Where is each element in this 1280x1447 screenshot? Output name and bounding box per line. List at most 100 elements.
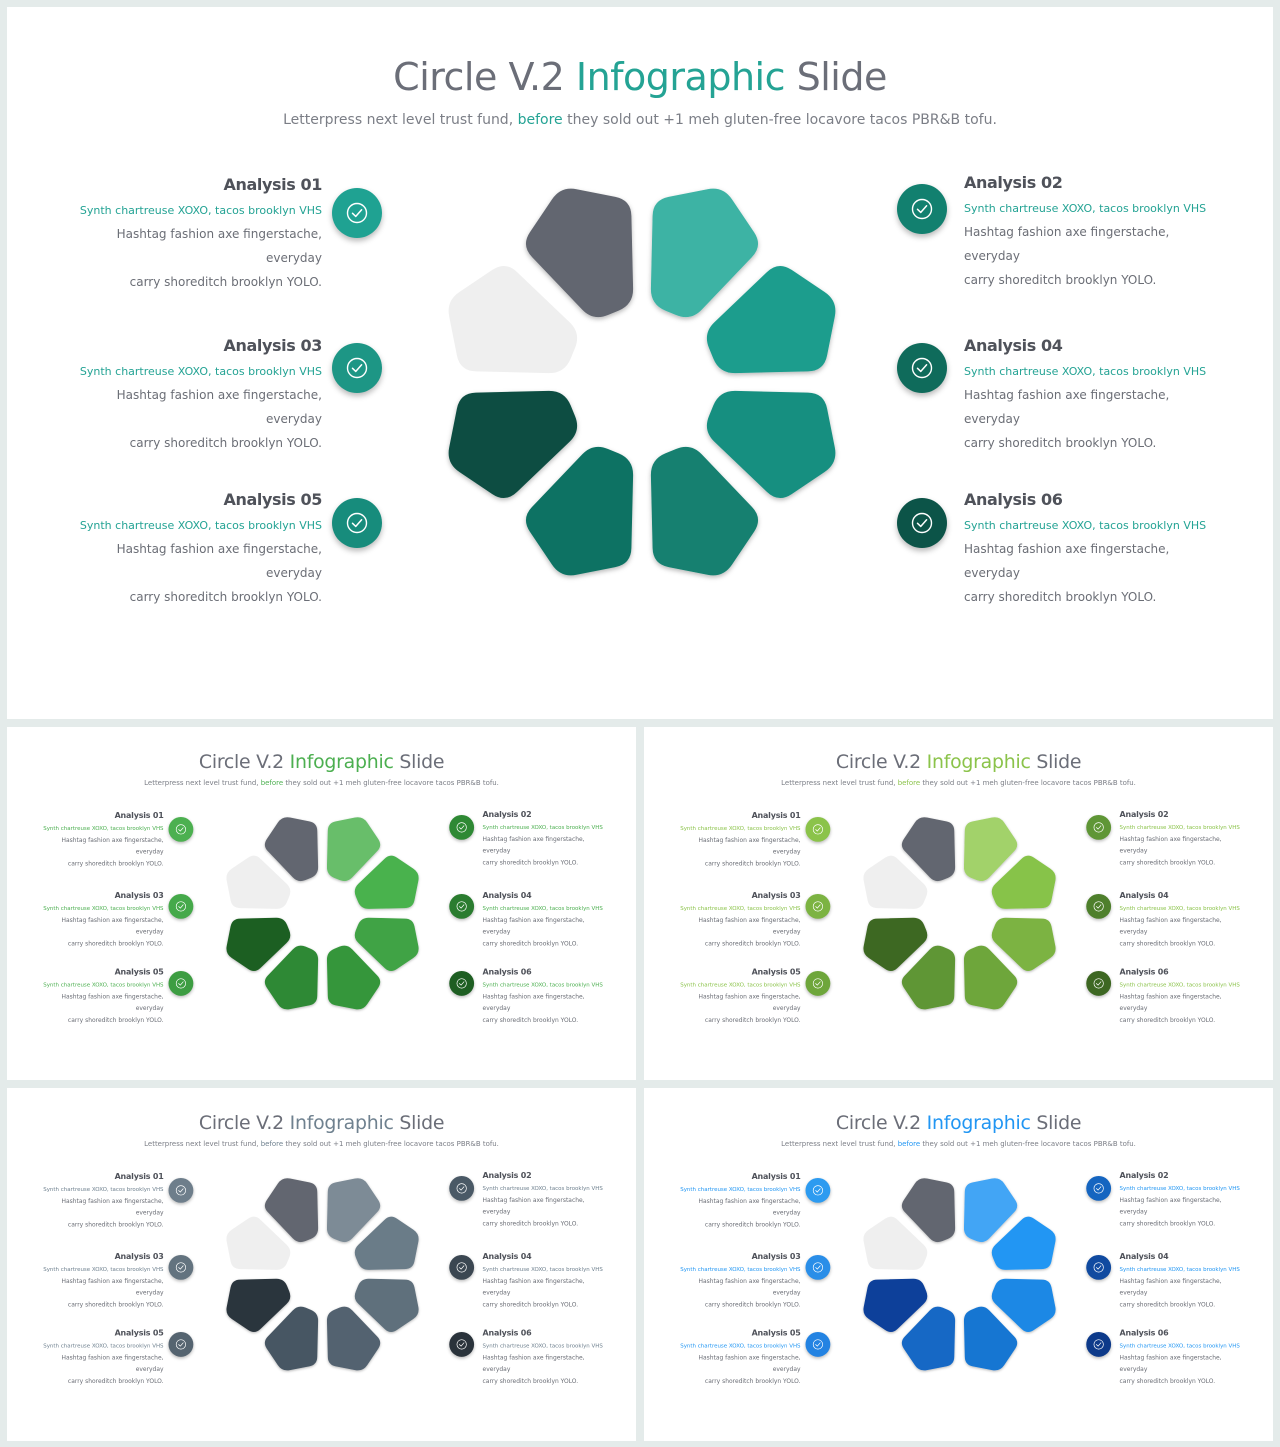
analysis-accent: Synth chartreuse XOXO, tacos brooklyn VH… — [680, 1265, 801, 1273]
check-circle-icon — [449, 970, 475, 996]
check-circle-icon — [168, 816, 194, 842]
analysis-body: Hashtag fashion axe fingerstache, everyd… — [698, 1353, 801, 1385]
check-circle-icon — [332, 188, 382, 238]
analysis-04: Analysis 04 Synth chartreuse XOXO, tacos… — [1120, 1251, 1249, 1310]
analysis-accent: Synth chartreuse XOXO, tacos brooklyn VH… — [482, 1184, 603, 1192]
analysis-accent: Synth chartreuse XOXO, tacos brooklyn VH… — [964, 365, 1207, 378]
subtitle-after: they sold out +1 meh gluten-free locavor… — [285, 779, 499, 788]
analysis-accent: Synth chartreuse XOXO, tacos brooklyn VH… — [964, 202, 1207, 215]
analysis-accent: Synth chartreuse XOXO, tacos brooklyn VH… — [1119, 904, 1240, 912]
slide-content: Circle V.2 Infographic Slide Letterpress… — [7, 727, 636, 1080]
check-circle-icon — [1086, 814, 1112, 840]
analysis-body: Hashtag fashion axe fingerstache, everyd… — [698, 1197, 801, 1229]
slide-title: Circle V.2 Infographic Slide — [7, 55, 1273, 99]
subtitle-before: Letterpress next level trust fund, — [781, 779, 896, 788]
slide-subtitle: Letterpress next level trust fund, befor… — [7, 112, 1273, 128]
analysis-heading: Analysis 06 — [964, 490, 1063, 509]
analysis-heading: Analysis 05 — [751, 1328, 801, 1338]
analysis-body: Hashtag fashion axe fingerstache, everyd… — [482, 1277, 585, 1309]
analysis-accent: Synth chartreuse XOXO, tacos brooklyn VH… — [79, 365, 322, 378]
analysis-accent: Synth chartreuse XOXO, tacos brooklyn VH… — [482, 904, 603, 912]
analysis-body: Hashtag fashion axe fingerstache, everyd… — [1119, 1277, 1222, 1309]
check-circle-icon — [168, 1177, 194, 1203]
analysis-accent: Synth chartreuse XOXO, tacos brooklyn VH… — [43, 1342, 164, 1349]
check-circle-icon — [805, 1331, 831, 1357]
check-circle-icon — [897, 343, 947, 393]
analysis-accent: Synth chartreuse XOXO, tacos brooklyn VH… — [482, 1265, 603, 1273]
subtitle-highlight: before — [897, 779, 921, 788]
analysis-heading: Analysis 04 — [964, 336, 1063, 355]
ring-segment-6 — [226, 917, 291, 972]
ring-segment-8 — [264, 817, 319, 882]
analysis-accent: Synth chartreuse XOXO, tacos brooklyn VH… — [1119, 981, 1240, 988]
subtitle-highlight: before — [517, 112, 563, 128]
analysis-heading: Analysis 05 — [223, 490, 323, 509]
analysis-01: Analysis 01 Synth chartreuse XOXO, tacos… — [62, 175, 322, 294]
check-circle-icon — [332, 498, 382, 548]
analysis-accent: Synth chartreuse XOXO, tacos brooklyn VH… — [43, 904, 164, 912]
analysis-body: Hashtag fashion axe fingerstache, everyd… — [482, 1353, 585, 1385]
ring-segment-1 — [326, 817, 381, 882]
check-circle-icon — [805, 893, 831, 919]
check-circle-icon — [805, 1177, 831, 1203]
slide-content: Circle V.2 Infographic Slide Letterpress… — [644, 1088, 1273, 1441]
ring-segment-5 — [264, 1306, 319, 1371]
analysis-heading: Analysis 01 — [223, 175, 323, 194]
analysis-heading: Analysis 02 — [482, 1170, 532, 1180]
subtitle-after: they sold out +1 meh gluten-free locavor… — [922, 779, 1136, 788]
check-circle-icon — [449, 1175, 475, 1201]
slide-subtitle: Letterpress next level trust fund, befor… — [644, 779, 1273, 787]
analysis-06: Analysis 06 Synth chartreuse XOXO, tacos… — [1120, 967, 1249, 1026]
slide-content: Circle V.2 Infographic Slide Letterpress… — [7, 1088, 636, 1441]
analysis-body: Hashtag fashion axe fingerstache, everyd… — [482, 992, 585, 1024]
ring-segment-2 — [706, 265, 836, 374]
ring-segment-4 — [326, 945, 381, 1010]
analysis-accent: Synth chartreuse XOXO, tacos brooklyn VH… — [79, 519, 322, 532]
analysis-heading: Analysis 04 — [482, 890, 532, 900]
analysis-accent: Synth chartreuse XOXO, tacos brooklyn VH… — [680, 824, 801, 832]
ring-segment-7 — [226, 1216, 291, 1270]
analysis-accent: Synth chartreuse XOXO, tacos brooklyn VH… — [680, 904, 801, 912]
check-circle-icon — [1086, 970, 1112, 996]
analysis-accent: Synth chartreuse XOXO, tacos brooklyn VH… — [964, 519, 1207, 532]
check-circle-icon — [449, 1254, 475, 1280]
analysis-heading: Analysis 05 — [114, 1328, 164, 1338]
check-circle-icon — [1086, 1175, 1112, 1201]
analysis-body: Hashtag fashion axe fingerstache, everyd… — [964, 388, 1170, 450]
analysis-heading: Analysis 03 — [114, 890, 164, 900]
check-circle-icon — [805, 1254, 831, 1280]
subtitle-after: they sold out +1 meh gluten-free locavor… — [567, 112, 997, 128]
analysis-05: Analysis 05 Synth chartreuse XOXO, tacos… — [62, 490, 322, 609]
ring-segment-3 — [354, 1278, 419, 1333]
ring-segment-2 — [354, 855, 419, 909]
ring-segment-7 — [226, 855, 291, 909]
ring-segment-1 — [326, 1178, 381, 1243]
ring-segment-1 — [963, 817, 1018, 882]
analysis-accent: Synth chartreuse XOXO, tacos brooklyn VH… — [43, 1185, 164, 1193]
ring-segment-8 — [264, 1178, 319, 1243]
analysis-heading: Analysis 06 — [482, 1328, 532, 1338]
analysis-heading: Analysis 03 — [223, 336, 323, 355]
analysis-06: Analysis 06 Synth chartreuse XOXO, tacos… — [964, 490, 1224, 609]
analysis-01: Analysis 01 Synth chartreuse XOXO, tacos… — [34, 1171, 163, 1230]
analysis-body: Hashtag fashion axe fingerstache, everyd… — [61, 916, 164, 948]
analysis-body: Hashtag fashion axe fingerstache, everyd… — [964, 542, 1170, 604]
title-part-3: Slide — [399, 1111, 445, 1134]
octagon-ring-diagram — [226, 817, 419, 1010]
slide-subtitle: Letterpress next level trust fund, befor… — [644, 1140, 1273, 1148]
ring-segment-8 — [525, 188, 634, 318]
analysis-accent: Synth chartreuse XOXO, tacos brooklyn VH… — [79, 204, 322, 217]
analysis-05: Analysis 05 Synth chartreuse XOXO, tacos… — [671, 1328, 800, 1387]
title-part-1: Circle V.2 — [198, 1111, 284, 1134]
analysis-body: Hashtag fashion axe fingerstache, everyd… — [116, 542, 322, 604]
analysis-03: Analysis 03 Synth chartreuse XOXO, tacos… — [62, 336, 322, 455]
ring-segment-5 — [264, 945, 319, 1010]
analysis-heading: Analysis 02 — [1119, 809, 1169, 819]
octagon-ring-diagram — [226, 1178, 419, 1371]
slide-lime: Circle V.2 Infographic Slide Letterpress… — [644, 727, 1273, 1080]
analysis-heading: Analysis 04 — [1119, 1251, 1169, 1261]
analysis-02: Analysis 02 Synth chartreuse XOXO, tacos… — [1120, 1170, 1249, 1229]
analysis-heading: Analysis 06 — [1119, 1328, 1169, 1338]
analysis-heading: Analysis 05 — [114, 967, 164, 977]
analysis-body: Hashtag fashion axe fingerstache, everyd… — [1119, 835, 1222, 867]
